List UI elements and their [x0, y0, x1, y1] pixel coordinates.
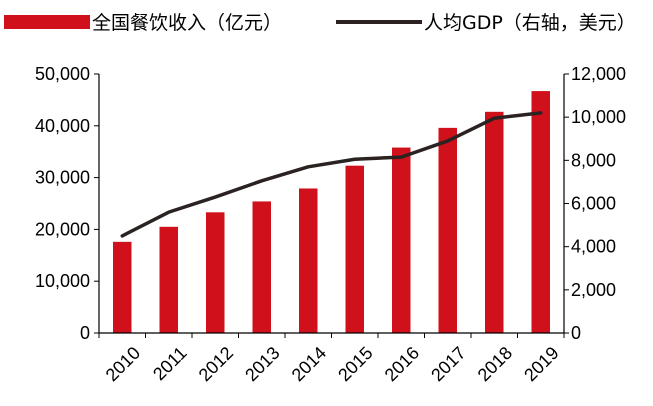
- x-tick-label-2017: 2017: [427, 343, 469, 385]
- bar-2019: [531, 91, 550, 333]
- bar-2018: [485, 111, 504, 333]
- right-tick-label: 0: [571, 323, 581, 343]
- x-tick-label-2013: 2013: [241, 343, 283, 385]
- legend-bar-label: 全国餐饮收入（亿元）: [92, 12, 282, 34]
- right-tick-label: 2,000: [571, 280, 616, 300]
- left-tick-label: 10,000: [35, 271, 90, 291]
- line-series: [120, 111, 543, 238]
- left-tick-label: 20,000: [35, 219, 90, 239]
- bar-2010: [113, 241, 132, 333]
- right-tick-label: 10,000: [571, 107, 626, 127]
- x-tick-label-2014: 2014: [288, 343, 330, 385]
- bar-2014: [299, 188, 318, 333]
- right-tick-label: 8,000: [571, 150, 616, 170]
- right-axis-ticks: 0 2,000 4,000 6,000 8,000 10,000 12,000: [564, 64, 626, 343]
- x-tick-label-2018: 2018: [474, 343, 516, 385]
- x-axis-ticks: 2010 2011 2012 2013 2014 2015 2016 2017 2018 2019: [98, 333, 565, 385]
- bar-2011: [159, 226, 178, 333]
- x-tick-label-2016: 2016: [381, 343, 423, 385]
- left-tick-label: 30,000: [35, 168, 90, 188]
- gdp-line: [120, 111, 543, 238]
- bar-2012: [206, 212, 225, 333]
- bar-2017: [438, 127, 457, 334]
- legend-line-label: 人均GDP（右轴，美元）: [424, 12, 636, 34]
- right-tick-label: 12,000: [571, 64, 626, 84]
- bar-series: [113, 91, 550, 334]
- left-axis-ticks: 0 10,000 20,000 30,000 40,000 50,000: [35, 64, 99, 343]
- bar-2015: [345, 165, 364, 333]
- right-tick-label: 4,000: [571, 237, 616, 257]
- bar-2013: [252, 201, 271, 333]
- legend-bar-swatch: [4, 15, 90, 29]
- x-tick-label-2012: 2012: [195, 343, 237, 385]
- left-tick-label: 40,000: [35, 116, 90, 136]
- left-tick-label: 0: [80, 323, 90, 343]
- right-tick-label: 6,000: [571, 194, 616, 214]
- left-tick-label: 50,000: [35, 64, 90, 84]
- bar-2016: [392, 147, 411, 333]
- x-tick-label-2011: 2011: [149, 343, 191, 385]
- x-tick-label-2010: 2010: [102, 343, 144, 385]
- legend: 全国餐饮收入（亿元） 人均GDP（右轴，美元）: [4, 12, 636, 34]
- x-tick-label-2019: 2019: [520, 343, 562, 385]
- x-tick-label-2015: 2015: [334, 343, 376, 385]
